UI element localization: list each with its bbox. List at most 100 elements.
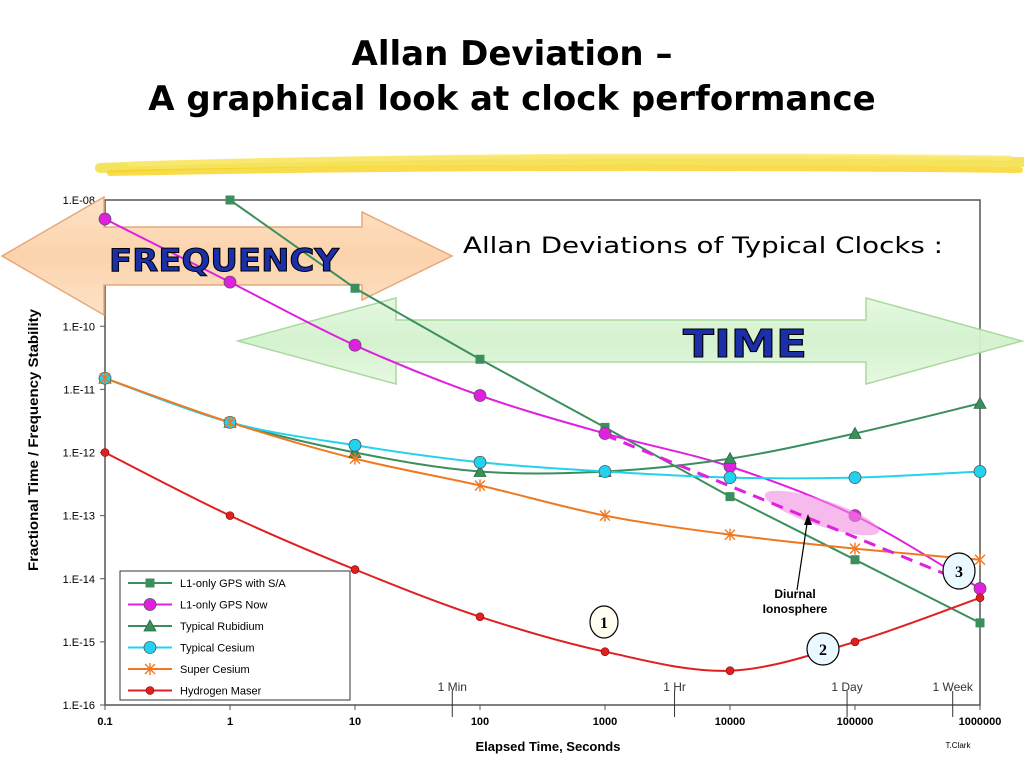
y-tick-label: 1.E-10 xyxy=(63,321,95,333)
legend-marker-l1-only-gps-with-s-a xyxy=(145,578,155,588)
marker-layer xyxy=(98,195,987,675)
data-point-super-cesium xyxy=(599,509,611,522)
star-marker-stroke xyxy=(849,542,861,555)
diurnal-pointer xyxy=(796,516,809,591)
data-point-typical-cesium xyxy=(348,438,362,452)
y-axis-title: Fractional Time / Frequency Stability xyxy=(25,309,41,571)
diurnal-pointer-head xyxy=(804,514,812,525)
x-axis-title: Elapsed Time, Seconds xyxy=(476,739,621,754)
data-point-l1-only-gps-with-s-a xyxy=(475,354,485,364)
time-marker-label: 1 Min xyxy=(438,680,467,694)
legend-label-super-cesium: Super Cesium xyxy=(180,664,250,676)
data-point-l1-only-gps-with-s-a xyxy=(350,283,360,293)
x-tick-label: 1000000 xyxy=(959,716,1002,728)
x-tick-label: 100000 xyxy=(837,716,874,728)
legend-marker-super-cesium xyxy=(144,663,156,675)
data-point-l1-only-gps-now xyxy=(973,582,987,595)
legend-marker-typical-cesium xyxy=(143,641,157,654)
data-point-hydrogen-maser xyxy=(850,637,860,647)
time-label: TIME xyxy=(683,322,807,366)
data-point-typical-rubidium xyxy=(973,396,987,409)
data-point-l1-only-gps-now xyxy=(98,212,112,226)
star-marker-stroke xyxy=(974,553,986,566)
star-marker-stroke xyxy=(474,479,486,492)
x-tick-label: 100 xyxy=(471,716,489,728)
x-tick-label: 1000 xyxy=(593,716,617,728)
data-point-l1-only-gps-now xyxy=(348,338,362,352)
legend-box xyxy=(119,570,351,701)
callout-2: 2 xyxy=(806,632,840,666)
series-line-hydrogen-maser xyxy=(105,451,980,672)
y-tick-label: 1.E-12 xyxy=(63,448,95,460)
data-point-typical-rubidium xyxy=(848,426,862,439)
data-point-super-cesium xyxy=(349,452,361,465)
legend-marker-typical-rubidium xyxy=(143,619,157,632)
legend-label-typical-rubidium: Typical Rubidium xyxy=(180,621,264,633)
star-marker-stroke xyxy=(599,509,611,522)
legend-marker-l1-only-gps-now xyxy=(143,598,157,611)
data-point-hydrogen-maser xyxy=(725,666,735,675)
axes: 1.E-081.E-091.E-101.E-111.E-121.E-131.E-… xyxy=(63,195,1002,728)
y-tick-label: 1.E-13 xyxy=(63,511,95,523)
y-tick-label: 1.E-14 xyxy=(63,574,95,586)
data-point-super-cesium xyxy=(724,528,736,541)
data-point-l1-only-gps-with-s-a xyxy=(725,492,735,502)
data-point-hydrogen-maser xyxy=(100,448,110,457)
title-line-1: Allan Deviation – xyxy=(351,34,673,74)
legend-label-typical-cesium: Typical Cesium xyxy=(180,643,255,655)
star-marker-stroke xyxy=(224,416,236,429)
y-tick-label: 1.E-08 xyxy=(63,195,95,207)
callout-3: 3 xyxy=(942,552,976,590)
data-point-hydrogen-maser xyxy=(350,565,360,574)
data-point-typical-cesium xyxy=(973,465,987,478)
chart-title: Allan Deviations of Typical Clocks : xyxy=(463,234,943,259)
data-point-super-cesium xyxy=(974,553,986,566)
x-tick-label: 0.1 xyxy=(97,716,112,728)
star-marker-stroke xyxy=(144,663,156,675)
legend: L1-only GPS with S/A L1-only GPS Now Typic… xyxy=(119,570,351,701)
legend-marker-hydrogen-maser xyxy=(145,686,155,695)
data-point-l1-only-gps-now xyxy=(223,275,237,289)
data-point-typical-rubidium xyxy=(473,464,487,477)
y-tick-label: 1.E-15 xyxy=(63,637,95,649)
data-point-typical-cesium xyxy=(723,471,737,485)
data-point-hydrogen-maser xyxy=(975,593,985,603)
data-point-hydrogen-maser xyxy=(475,612,485,622)
series-line-l1-only-gps-with-s-a xyxy=(226,200,980,624)
title-line-2: A graphical look at clock performance xyxy=(148,79,876,119)
legend-label-l1-only-gps-now: L1-only GPS Now xyxy=(180,600,267,612)
data-point-l1-only-gps-now xyxy=(473,389,487,402)
legend-label-hydrogen-maser: Hydrogen Maser xyxy=(180,686,262,698)
data-point-super-cesium xyxy=(849,542,861,555)
title-highlight-stroke xyxy=(95,153,1024,176)
callout-1: 1 xyxy=(589,605,619,639)
credit-text: T.Clark xyxy=(946,741,972,750)
series-layer xyxy=(105,200,980,672)
ionosphere-trend-dashed xyxy=(604,433,956,580)
slide-title: Allan Deviation – A graphical look at cl… xyxy=(0,32,1024,122)
data-point-super-cesium xyxy=(474,479,486,492)
y-tick-label: 1.E-11 xyxy=(63,384,95,396)
data-point-typical-cesium xyxy=(848,471,862,485)
x-tick-label: 10000 xyxy=(715,716,746,728)
data-point-typical-cesium xyxy=(598,465,612,478)
x-tick-label: 10 xyxy=(349,716,361,728)
diurnal-label-line2: Ionosphere xyxy=(763,602,828,616)
star-marker-stroke xyxy=(349,452,361,465)
star-marker-stroke xyxy=(99,372,111,385)
x-tick-label: 1 xyxy=(227,716,233,728)
data-point-l1-only-gps-with-s-a xyxy=(975,618,985,628)
time-marker-label: 1 Day xyxy=(831,680,862,694)
data-point-l1-only-gps-with-s-a xyxy=(850,555,860,565)
time-marker-label: 1 Week xyxy=(932,680,973,694)
diurnal-region xyxy=(764,490,880,536)
callout-2-label: 2 xyxy=(819,642,827,659)
time-marker-label: 1 Hr xyxy=(663,680,686,694)
data-point-super-cesium xyxy=(224,416,236,429)
series-line-super-cesium xyxy=(105,377,980,561)
callout-1-label: 1 xyxy=(600,615,608,632)
data-point-typical-cesium xyxy=(473,455,487,469)
star-marker-stroke xyxy=(724,528,736,541)
legend-label-l1-only-gps-with-s-a: L1-only GPS with S/A xyxy=(180,578,286,590)
